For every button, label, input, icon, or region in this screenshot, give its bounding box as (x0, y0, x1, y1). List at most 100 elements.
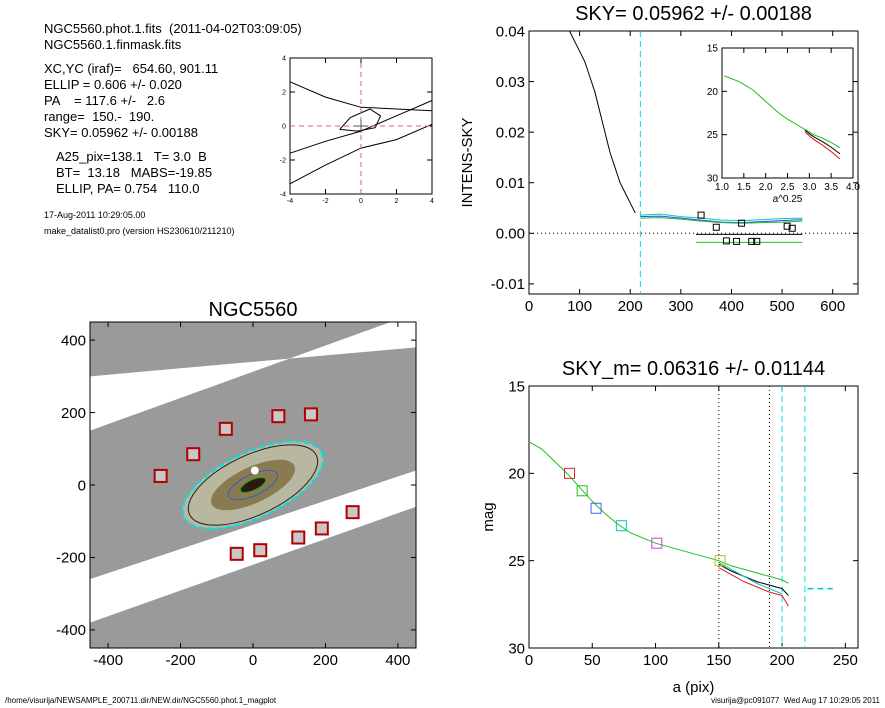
x-tick-label: 100 (567, 298, 592, 315)
x-tick-label: 200 (313, 652, 338, 669)
mag-series-line (718, 563, 789, 596)
y-tick-label: 20 (707, 87, 719, 98)
x-tick-label: 4.0 (846, 182, 860, 193)
header-line: NGC5560.phot.1.fits (2011-04-02T03:09:05… (44, 21, 302, 36)
y-tick-label: 25 (508, 553, 525, 570)
x-tick-label: 200 (618, 298, 643, 315)
x-tick-label: 2.5 (781, 182, 795, 193)
sky-region-marker (271, 409, 286, 424)
y-tick-label: 0.04 (496, 23, 525, 40)
inset-profile-red (804, 131, 841, 160)
sky-square-marker (722, 237, 730, 245)
mag-square-marker (590, 502, 602, 514)
header-line: SKY= 0.05962 +/- 0.00188 (44, 125, 198, 140)
y-tick-label: 0.00 (496, 226, 525, 243)
header-line: range= 150.- 190. (44, 109, 155, 124)
x-tick-label: 150 (706, 652, 731, 669)
y-tick-label: 4 (282, 55, 286, 62)
sky-series-line (569, 30, 636, 214)
x-tick-label: 3.5 (824, 182, 838, 193)
y-tick-label: 0 (282, 123, 286, 130)
y-tick-label: -2 (280, 157, 286, 164)
sky-square-marker (738, 219, 746, 227)
masked-strip (90, 470, 416, 623)
sky-square-marker (712, 223, 720, 231)
x-tick-label: 0 (359, 198, 363, 205)
galaxy-contour (227, 469, 279, 501)
y-tick-label: 30 (707, 174, 719, 185)
header-line: ELLIP = 0.606 +/- 0.020 (44, 77, 182, 92)
sky-ylabel: INTENS-SKY (459, 117, 476, 207)
header-line: A25_pix=138.1 T= 3.0 B (56, 149, 207, 164)
x-tick-label: -200 (166, 652, 196, 669)
inset-profile-black (804, 129, 841, 155)
sky-region-marker (303, 407, 318, 422)
y-tick-label: -200 (56, 550, 86, 567)
x-tick-label: -2 (322, 198, 328, 205)
footer-user: visurija@pc091077 Wed Aug 17 10:29:05 20… (711, 696, 880, 705)
x-tick-label: 4 (430, 198, 434, 205)
sky-region-marker (229, 546, 244, 561)
sky-region-marker (253, 543, 268, 558)
header-program: make_datalist0.pro (version HS230610/211… (44, 226, 235, 236)
y-tick-label: 2 (282, 89, 286, 96)
galaxy-ellipse (187, 444, 319, 526)
mag-title: SKY_m= 0.06316 +/- 0.01144 (562, 358, 825, 380)
sky-region-marker (345, 505, 360, 520)
x-tick-label: 2.0 (759, 182, 773, 193)
contour-line (339, 108, 382, 132)
contour-line (289, 81, 433, 112)
mag-series-line (528, 441, 789, 584)
inset-background (722, 48, 853, 178)
sky-square-marker (748, 237, 756, 245)
header-line: PA = 117.6 +/- 2.6 (44, 93, 165, 108)
mag-square-marker (714, 555, 726, 567)
foreground-star (250, 466, 259, 475)
mag-series-line (718, 567, 789, 607)
sky-square-marker (783, 222, 791, 230)
x-tick-label: -400 (93, 652, 123, 669)
y-tick-label: 30 (508, 640, 525, 657)
sky-square-marker (753, 237, 761, 245)
y-tick-label: 20 (508, 466, 525, 483)
magnitude-profile-plot: 0 50 100 150 200 250 15 20 25 30 SKY_m= 0.06316 +/… (480, 358, 859, 696)
sky-square-marker (733, 237, 741, 245)
mag-square-marker (615, 520, 627, 532)
x-tick-label: 1.5 (737, 182, 751, 193)
y-tick-label: 25 (707, 130, 719, 141)
x-tick-label: 3.0 (802, 182, 816, 193)
x-tick-label: 0 (249, 652, 257, 669)
x-tick-label: 250 (833, 652, 858, 669)
plot-frame (528, 30, 859, 295)
header-line: BT= 13.18 MABS=-19.85 (56, 165, 213, 180)
x-tick-label: 400 (719, 298, 744, 315)
y-tick-label: -4 (280, 191, 286, 198)
x-tick-label: 0 (525, 298, 533, 315)
footer-path: /home/visurija/NEWSAMPLE_200711.dir/NEW.… (5, 696, 277, 705)
y-tick-label: 0.03 (496, 74, 525, 91)
galaxy-core (239, 477, 267, 493)
y-tick-label: 0.01 (496, 175, 525, 192)
y-tick-label: 0 (78, 477, 86, 494)
masked-strip (90, 322, 416, 431)
x-tick-label: 300 (668, 298, 693, 315)
sky-series-line (640, 217, 803, 224)
sky-region-marker (218, 421, 233, 436)
x-tick-label: 2 (395, 198, 399, 205)
y-tick-label: -0.01 (491, 276, 525, 293)
contour-plot: -4 -2 0 2 4 -4 -2 0 2 4 (280, 55, 434, 205)
sky-square-marker (788, 224, 796, 232)
inset-xlabel: a^0.25 (773, 194, 803, 205)
sky-series-line (640, 213, 803, 222)
mag-square-marker (576, 485, 588, 497)
sky-title: SKY= 0.05962 +/- 0.00188 (575, 3, 812, 25)
x-tick-label: -4 (287, 198, 293, 205)
x-tick-label: 50 (584, 652, 601, 669)
x-tick-label: 0 (525, 652, 533, 669)
header-line: XC,YC (iraf)= 654.60, 901.11 (44, 61, 219, 76)
x-tick-label: 1.0 (715, 182, 729, 193)
x-tick-label: 600 (820, 298, 845, 315)
mag-square-marker (563, 467, 575, 479)
image-title: NGC5560 (209, 299, 298, 321)
